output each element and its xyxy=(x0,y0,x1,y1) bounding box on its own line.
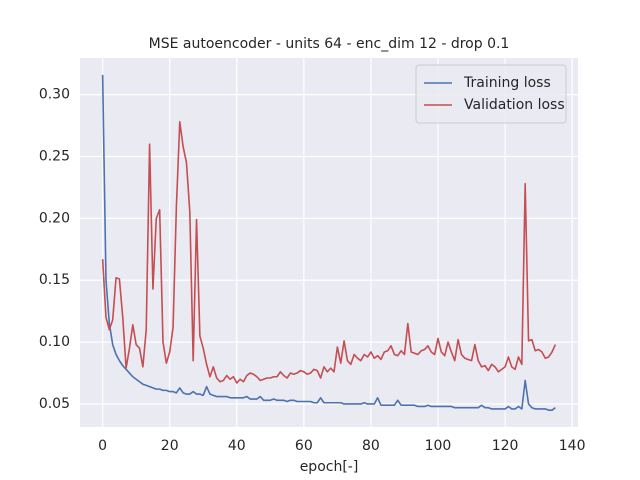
x-tick-label: 120 xyxy=(492,438,519,454)
y-tick-label: 0.30 xyxy=(39,87,70,103)
legend-label: Training loss xyxy=(463,75,551,91)
x-tick-label: 60 xyxy=(295,438,313,454)
x-axis-label: epoch[-] xyxy=(300,459,359,475)
x-tick-label: 140 xyxy=(559,438,586,454)
data-line xyxy=(101,121,557,384)
y-tick-label: 0.20 xyxy=(39,210,70,226)
x-tick-label: 20 xyxy=(161,438,179,454)
legend-label: Validation loss xyxy=(464,97,565,113)
x-tick-label: 100 xyxy=(425,438,452,454)
x-tick-label: 0 xyxy=(98,438,107,454)
y-tick-label: 0.25 xyxy=(39,148,70,164)
chart-title: MSE autoencoder - units 64 - enc_dim 12 … xyxy=(149,36,510,52)
x-tick-label: 80 xyxy=(362,438,380,454)
x-tick-label: 40 xyxy=(228,438,246,454)
data-line xyxy=(101,74,556,411)
y-tick-label: 0.10 xyxy=(39,334,70,350)
y-tick-label: 0.05 xyxy=(39,396,70,412)
y-tick-label: 0.15 xyxy=(39,272,70,288)
legend-box xyxy=(415,64,567,124)
